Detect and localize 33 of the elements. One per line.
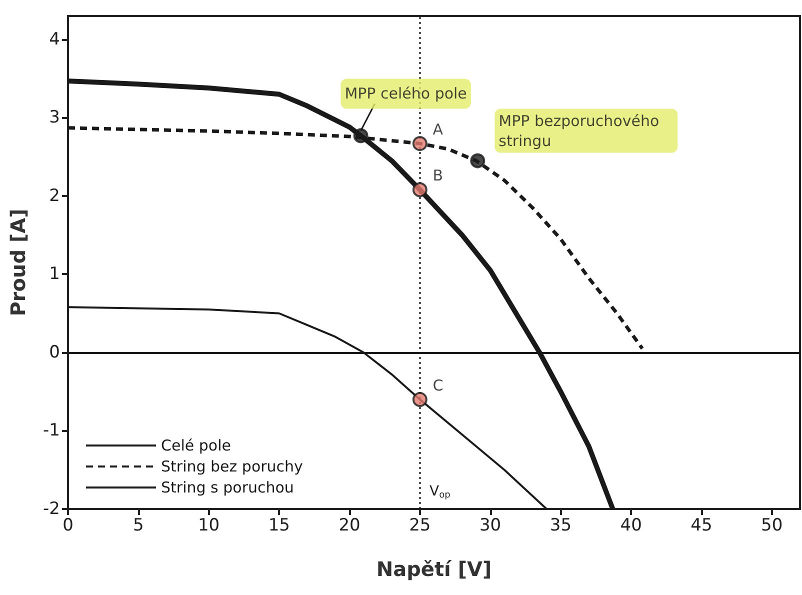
x-axis-title: Napětí [V] — [376, 557, 492, 581]
x-tick-label: 10 — [198, 516, 220, 536]
y-tick-label: -2 — [43, 499, 60, 519]
point — [353, 128, 368, 144]
annotation: C — [432, 376, 444, 394]
point — [412, 182, 428, 198]
x-tick-label: 25 — [409, 516, 431, 536]
annotation: MPP bezporuchového stringu — [498, 112, 664, 150]
y-tick-label: -1 — [43, 420, 60, 441]
legend-label: Celé pole — [161, 436, 231, 454]
point — [412, 136, 428, 152]
x-tick-label: 15 — [268, 516, 290, 536]
annotation: MPP celého pole — [344, 84, 467, 103]
x-tick-label: 0 — [62, 516, 74, 536]
x-tick-label: 50 — [761, 516, 783, 536]
x-tick-label: 30 — [479, 516, 502, 536]
y-tick-label: 3 — [49, 108, 60, 128]
legend-label: String s poruchou — [161, 478, 294, 496]
y-tick-label: 1 — [49, 264, 60, 284]
x-tick-label: 35 — [550, 516, 572, 536]
y-tick-label: 4 — [49, 29, 60, 50]
annotation: B — [432, 166, 444, 185]
x-tick-label: 20 — [338, 516, 360, 536]
point — [412, 392, 428, 407]
annotation: A — [432, 120, 444, 139]
x-tick-label: 5 — [132, 516, 144, 536]
point — [470, 153, 486, 168]
y-tick-label: 0 — [49, 342, 60, 362]
y-tick-label: 2 — [49, 186, 60, 206]
y-axis-title: Proud [A] — [6, 208, 30, 316]
x-tick-label: 45 — [690, 516, 712, 536]
x-tick-label: 40 — [620, 516, 642, 536]
legend-label: String bez poruchy — [161, 458, 304, 476]
